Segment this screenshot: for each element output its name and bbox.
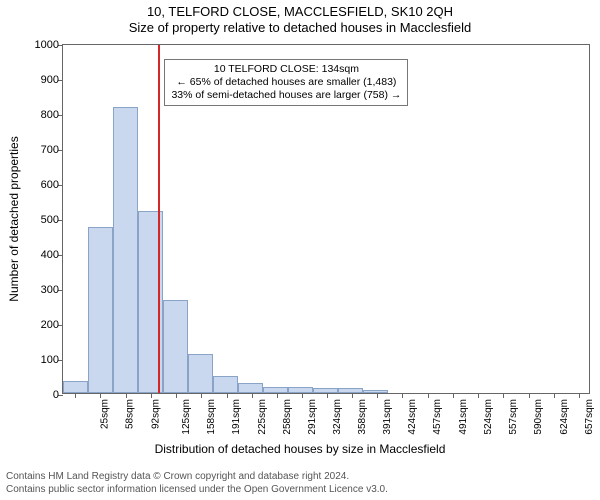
x-tick-label: 125sqm (181, 399, 192, 435)
x-tick-label: 225sqm (257, 399, 268, 435)
x-tick-label: 590sqm (533, 399, 544, 435)
y-tick-label: 1000 (35, 39, 63, 51)
histogram-bar (313, 388, 338, 393)
y-tick-label: 0 (53, 389, 63, 401)
histogram-bar (288, 387, 313, 393)
annotation-box: 10 TELFORD CLOSE: 134sqm← 65% of detache… (164, 59, 408, 106)
x-tick (377, 393, 378, 398)
y-tick-label: 800 (41, 109, 63, 121)
y-tick-label: 500 (41, 214, 63, 226)
histogram-bar (363, 390, 388, 393)
x-tick (252, 393, 253, 398)
x-tick (327, 393, 328, 398)
x-tick-label: 25sqm (100, 399, 111, 429)
footer-line-2: Contains public sector information licen… (6, 484, 594, 497)
x-tick-label: 258sqm (282, 399, 293, 435)
y-axis-label: Number of detached properties (7, 136, 21, 301)
x-tick (227, 393, 228, 398)
x-tick (503, 393, 504, 398)
x-tick (277, 393, 278, 398)
x-tick-label: 624sqm (559, 399, 570, 435)
x-tick-label: 657sqm (584, 399, 595, 435)
x-tick (402, 393, 403, 398)
x-tick (352, 393, 353, 398)
page-subtitle: Size of property relative to detached ho… (0, 20, 600, 36)
x-tick-label: 291sqm (307, 399, 318, 435)
y-tick-label: 700 (41, 144, 63, 156)
x-tick (75, 393, 76, 398)
x-tick (100, 393, 101, 398)
histogram-bar (63, 381, 88, 393)
x-tick-label: 524sqm (483, 399, 494, 435)
x-tick (579, 393, 580, 398)
x-tick (302, 393, 303, 398)
annotation-line-3: 33% of semi-detached houses are larger (… (171, 89, 401, 102)
y-tick-label: 200 (41, 319, 63, 331)
footer-line-1: Contains HM Land Registry data © Crown c… (6, 471, 594, 484)
x-tick (453, 393, 454, 398)
x-tick-label: 424sqm (407, 399, 418, 435)
property-marker-line (158, 45, 160, 393)
x-tick (201, 393, 202, 398)
histogram-bar (213, 376, 238, 394)
x-tick (428, 393, 429, 398)
histogram-bar (88, 227, 113, 393)
x-axis-label: Distribution of detached houses by size … (0, 442, 600, 456)
y-tick-label: 600 (41, 179, 63, 191)
histogram-bar (263, 387, 288, 393)
histogram-bar (188, 354, 213, 393)
histogram-bar (113, 107, 138, 393)
x-tick-label: 491sqm (458, 399, 469, 435)
x-tick (151, 393, 152, 398)
footer-licence: Contains HM Land Registry data © Crown c… (6, 471, 594, 496)
x-tick-label: 391sqm (382, 399, 393, 435)
x-tick-label: 158sqm (206, 399, 217, 435)
annotation-line-2: ← 65% of detached houses are smaller (1,… (171, 76, 401, 89)
x-tick-label: 191sqm (231, 399, 242, 435)
x-tick-label: 92sqm (150, 399, 161, 429)
x-tick (176, 393, 177, 398)
x-tick (126, 393, 127, 398)
x-tick-label: 358sqm (357, 399, 368, 435)
x-tick (529, 393, 530, 398)
x-tick (554, 393, 555, 398)
x-tick-label: 324sqm (332, 399, 343, 435)
y-tick-label: 100 (41, 354, 63, 366)
y-tick-label: 300 (41, 284, 63, 296)
x-tick-label: 58sqm (125, 399, 136, 429)
y-tick-label: 900 (41, 74, 63, 86)
page-title: 10, TELFORD CLOSE, MACCLESFIELD, SK10 2Q… (0, 0, 600, 20)
histogram-bar (338, 388, 363, 393)
x-tick-label: 457sqm (432, 399, 443, 435)
x-tick (478, 393, 479, 398)
x-tick-label: 557sqm (508, 399, 519, 435)
histogram-bar (163, 300, 188, 393)
annotation-line-1: 10 TELFORD CLOSE: 134sqm (171, 63, 401, 76)
y-tick-label: 400 (41, 249, 63, 261)
histogram-bar (238, 383, 263, 393)
histogram-plot: 0100200300400500600700800900100025sqm58s… (62, 44, 590, 394)
